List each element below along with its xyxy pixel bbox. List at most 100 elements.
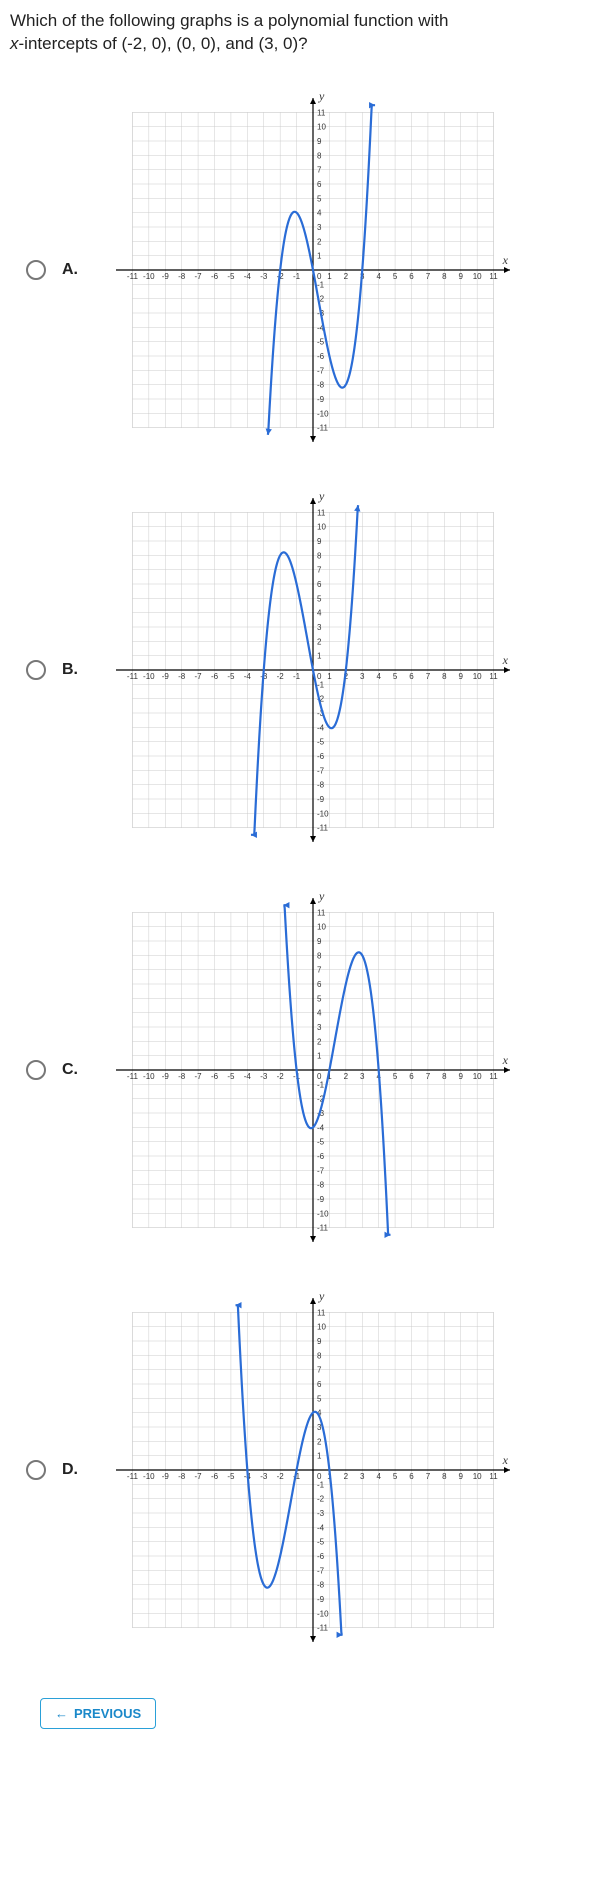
svg-text:5: 5 <box>393 1472 398 1481</box>
svg-text:8: 8 <box>317 551 322 560</box>
svg-text:8: 8 <box>317 1351 322 1360</box>
option-label: D. <box>62 1461 98 1479</box>
svg-text:-6: -6 <box>211 1072 219 1081</box>
svg-text:-2: -2 <box>277 1472 285 1481</box>
svg-text:10: 10 <box>473 1072 482 1081</box>
svg-text:-3: -3 <box>260 1072 268 1081</box>
svg-text:-6: -6 <box>317 752 325 761</box>
svg-text:11: 11 <box>489 1472 498 1481</box>
svg-text:-4: -4 <box>244 1072 252 1081</box>
svg-text:-6: -6 <box>317 1552 325 1561</box>
svg-text:8: 8 <box>442 1072 447 1081</box>
option-row-a: A. -11-10-9-8-7-6-5-4-3-2-11234567891011… <box>10 80 592 460</box>
radio-c[interactable] <box>26 1060 46 1080</box>
svg-text:5: 5 <box>393 672 398 681</box>
svg-text:-5: -5 <box>317 1138 325 1147</box>
svg-text:2: 2 <box>317 1037 322 1046</box>
svg-text:-2: -2 <box>277 672 285 681</box>
svg-text:-5: -5 <box>227 1472 235 1481</box>
svg-text:-11: -11 <box>127 1072 139 1081</box>
question-x: x <box>10 34 19 53</box>
svg-text:-8: -8 <box>317 1581 325 1590</box>
radio-a[interactable] <box>26 260 46 280</box>
svg-text:-2: -2 <box>317 1495 325 1504</box>
svg-text:6: 6 <box>317 180 322 189</box>
svg-text:-5: -5 <box>227 672 235 681</box>
svg-text:-10: -10 <box>143 272 155 281</box>
svg-text:-4: -4 <box>317 723 325 732</box>
svg-text:-9: -9 <box>317 395 325 404</box>
svg-text:-4: -4 <box>317 1123 325 1132</box>
svg-text:6: 6 <box>317 1380 322 1389</box>
svg-text:9: 9 <box>317 537 322 546</box>
svg-text:4: 4 <box>376 672 381 681</box>
svg-text:-7: -7 <box>195 272 203 281</box>
svg-text:10: 10 <box>317 1323 326 1332</box>
svg-text:2: 2 <box>317 1437 322 1446</box>
svg-text:-3: -3 <box>260 272 268 281</box>
svg-text:-7: -7 <box>317 1566 325 1575</box>
svg-text:8: 8 <box>317 151 322 160</box>
svg-text:x: x <box>502 1053 509 1067</box>
svg-text:-5: -5 <box>227 1072 235 1081</box>
svg-text:-8: -8 <box>317 781 325 790</box>
radio-d[interactable] <box>26 1460 46 1480</box>
svg-text:4: 4 <box>317 1009 322 1018</box>
option-label: B. <box>62 661 98 679</box>
svg-text:2: 2 <box>317 637 322 646</box>
svg-text:y: y <box>318 889 325 903</box>
radio-b[interactable] <box>26 660 46 680</box>
svg-text:1: 1 <box>317 652 322 661</box>
svg-text:-11: -11 <box>127 672 139 681</box>
svg-text:-9: -9 <box>317 1595 325 1604</box>
svg-text:-11: -11 <box>317 824 329 833</box>
svg-text:9: 9 <box>459 1072 464 1081</box>
svg-text:10: 10 <box>473 672 482 681</box>
svg-text:2: 2 <box>344 1072 349 1081</box>
svg-text:-5: -5 <box>317 1538 325 1547</box>
svg-text:3: 3 <box>360 1072 365 1081</box>
svg-text:3: 3 <box>317 223 322 232</box>
svg-text:x: x <box>502 253 509 267</box>
svg-text:-10: -10 <box>317 409 329 418</box>
svg-text:9: 9 <box>317 1337 322 1346</box>
svg-text:-7: -7 <box>195 1472 203 1481</box>
graph-b: -11-10-9-8-7-6-5-4-3-2-11234567891011-11… <box>98 480 528 860</box>
svg-text:-1: -1 <box>293 272 301 281</box>
svg-text:4: 4 <box>376 272 381 281</box>
svg-text:6: 6 <box>409 672 414 681</box>
svg-text:-9: -9 <box>162 272 170 281</box>
svg-text:11: 11 <box>317 1308 326 1317</box>
svg-text:-1: -1 <box>293 672 301 681</box>
svg-text:-7: -7 <box>317 366 325 375</box>
svg-text:-1: -1 <box>317 280 325 289</box>
svg-text:-6: -6 <box>211 672 219 681</box>
svg-text:x: x <box>502 653 509 667</box>
svg-text:-8: -8 <box>178 272 186 281</box>
previous-button[interactable]: ← PREVIOUS <box>40 1698 156 1729</box>
svg-text:-2: -2 <box>277 1072 285 1081</box>
svg-text:-9: -9 <box>162 672 170 681</box>
svg-text:11: 11 <box>317 908 326 917</box>
svg-text:6: 6 <box>409 1072 414 1081</box>
svg-text:-5: -5 <box>317 338 325 347</box>
svg-text:-7: -7 <box>195 672 203 681</box>
svg-text:11: 11 <box>317 508 326 517</box>
svg-text:-6: -6 <box>317 1152 325 1161</box>
svg-text:6: 6 <box>317 580 322 589</box>
svg-text:-9: -9 <box>162 1472 170 1481</box>
svg-text:-10: -10 <box>143 1072 155 1081</box>
svg-text:3: 3 <box>360 672 365 681</box>
svg-text:-11: -11 <box>317 424 329 433</box>
svg-text:-9: -9 <box>317 795 325 804</box>
svg-text:5: 5 <box>317 194 322 203</box>
option-row-d: D. -11-10-9-8-7-6-5-4-3-2-11234567891011… <box>10 1280 592 1660</box>
svg-text:0: 0 <box>317 1072 322 1081</box>
svg-text:3: 3 <box>317 623 322 632</box>
svg-text:-10: -10 <box>317 1209 329 1218</box>
svg-text:4: 4 <box>376 1472 381 1481</box>
question-line1: Which of the following graphs is a polyn… <box>10 11 448 30</box>
svg-text:0: 0 <box>317 672 322 681</box>
svg-text:7: 7 <box>426 672 431 681</box>
svg-text:5: 5 <box>393 1072 398 1081</box>
